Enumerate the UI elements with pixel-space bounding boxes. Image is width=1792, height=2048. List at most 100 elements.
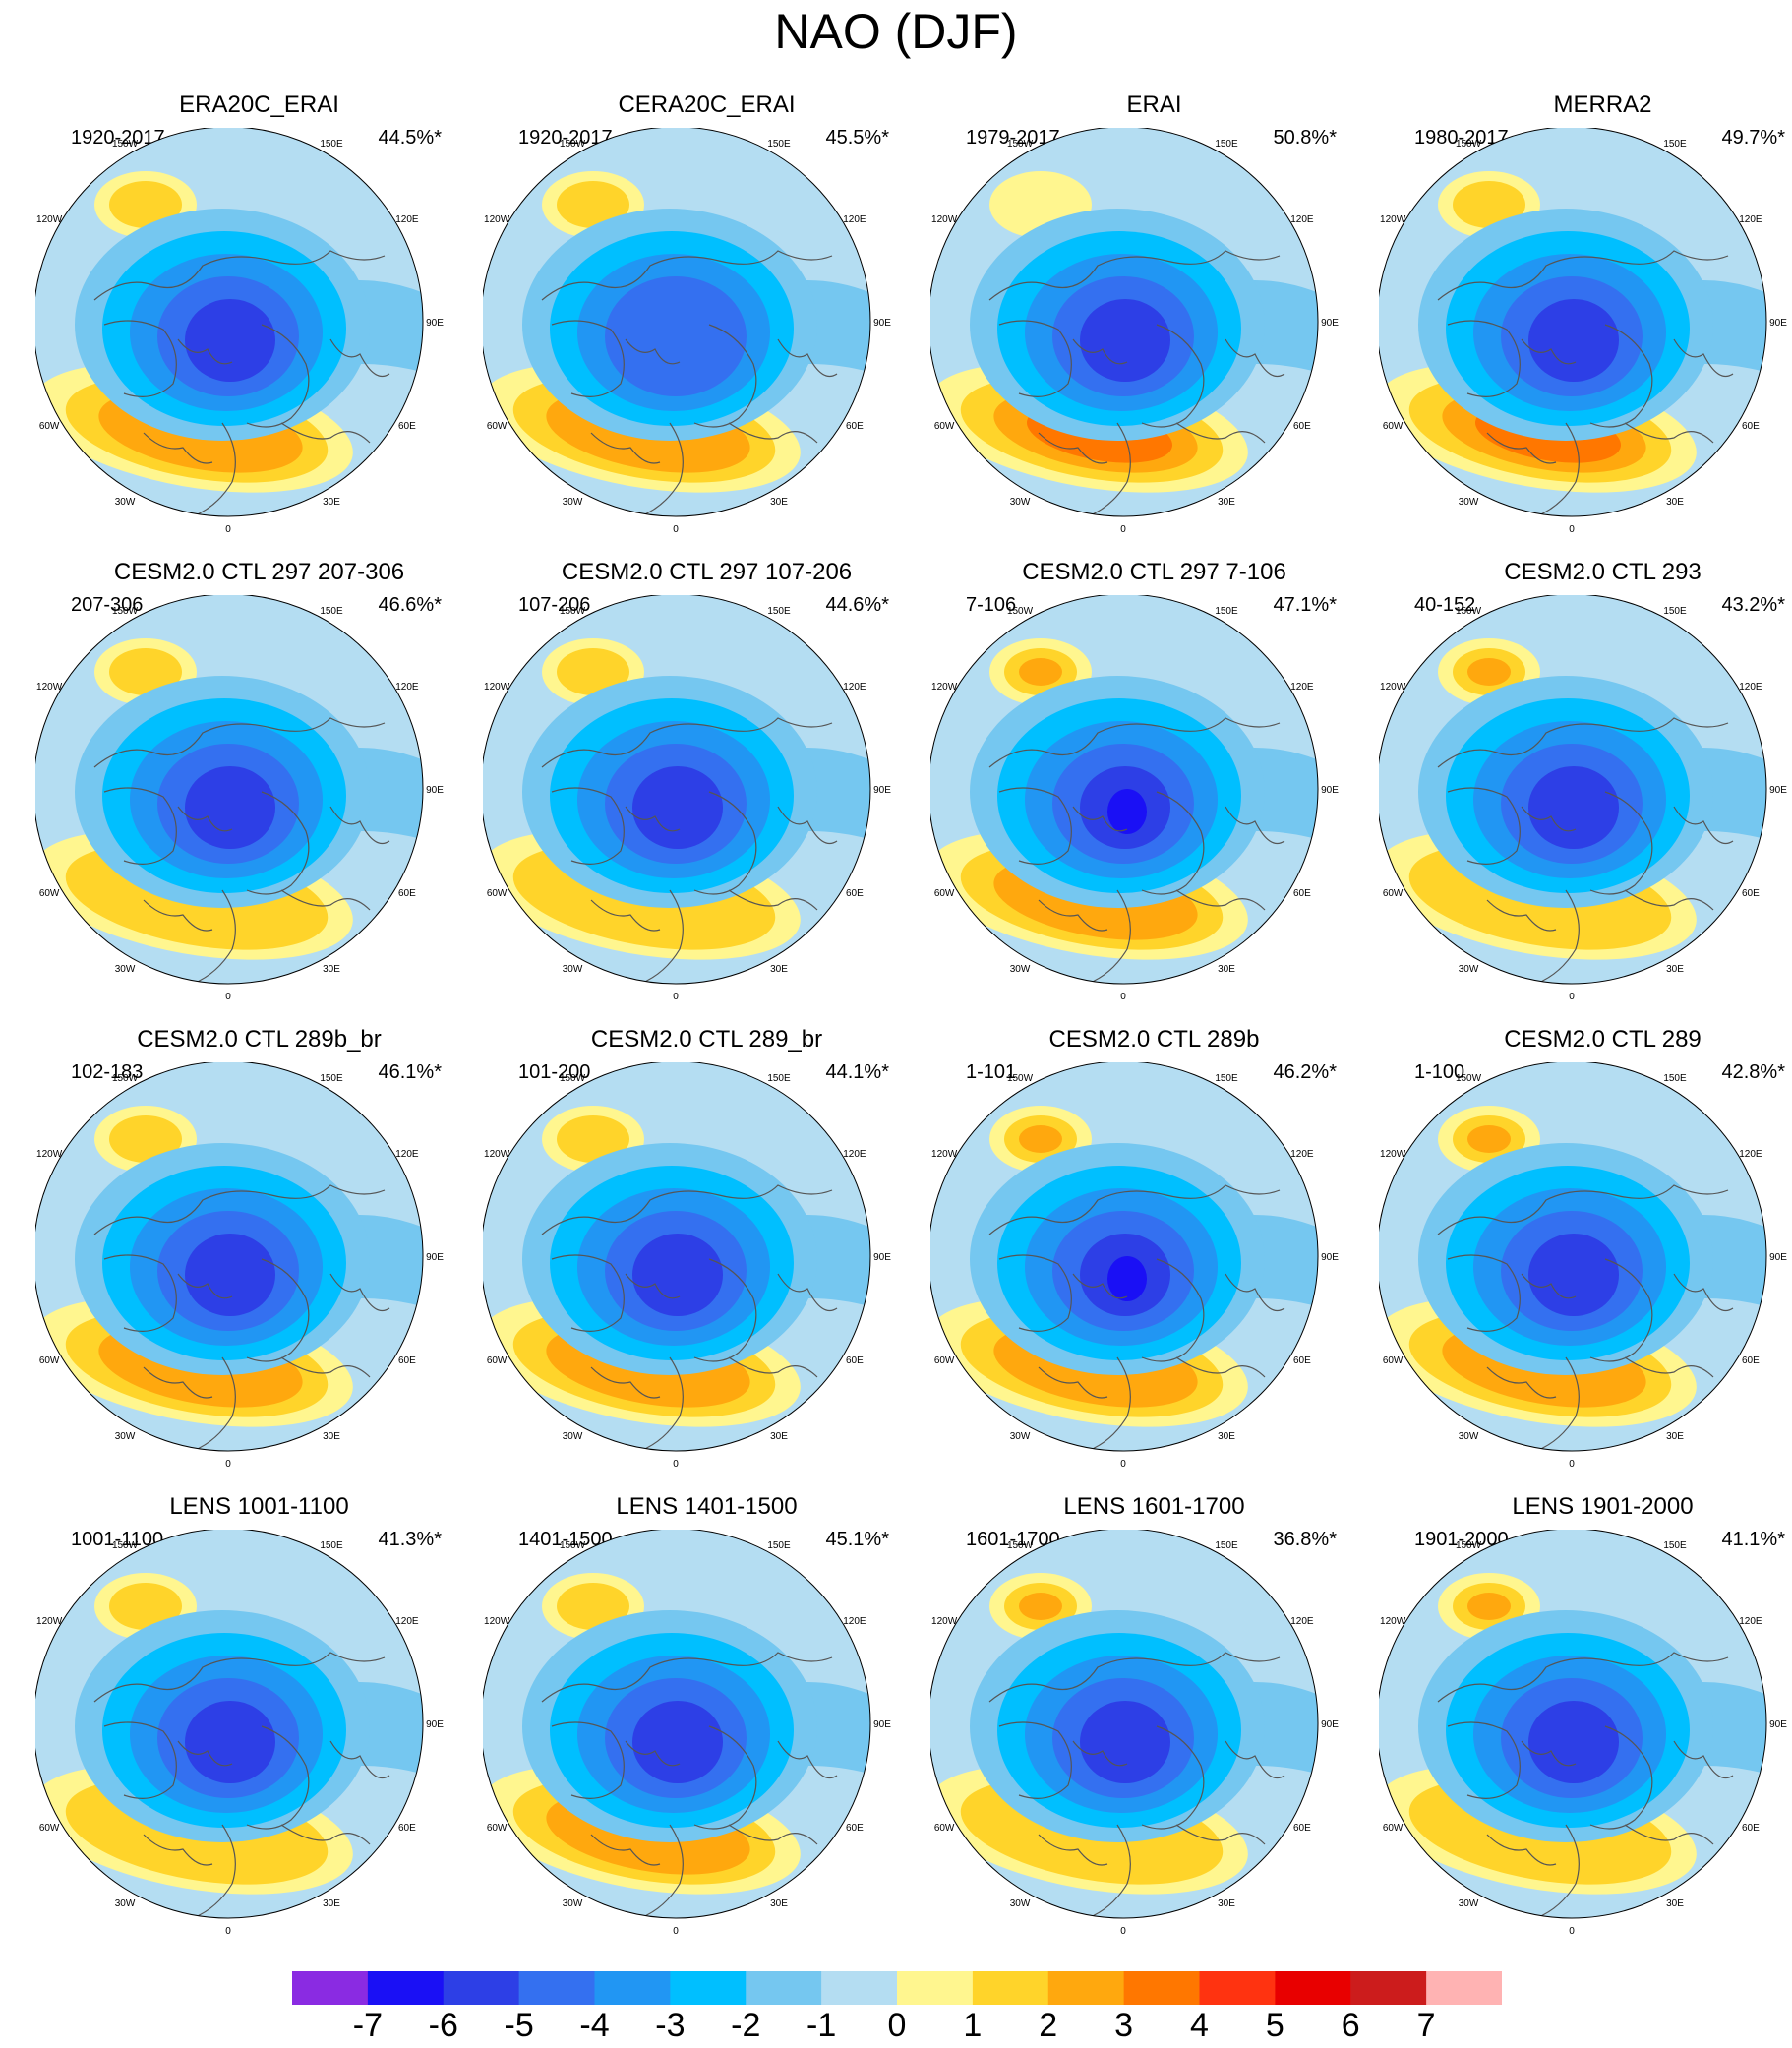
figure-title: NAO (DJF) bbox=[774, 4, 1018, 59]
colorbar-swatch bbox=[594, 1971, 671, 2005]
coastline bbox=[625, 1740, 681, 1767]
longitude-label: 90E bbox=[873, 785, 891, 796]
coastline bbox=[1437, 250, 1729, 301]
map-boundary bbox=[930, 1062, 1319, 1452]
coastline bbox=[1072, 1740, 1128, 1767]
coastline bbox=[998, 1254, 1072, 1332]
coastline bbox=[1486, 1366, 1557, 1399]
longitude-label: 30W bbox=[1459, 1898, 1479, 1909]
longitude-label: 0 bbox=[1569, 992, 1575, 1002]
coastline bbox=[988, 250, 1281, 301]
coastline bbox=[280, 1356, 371, 1378]
coastline bbox=[1535, 422, 1580, 516]
panel-variance-percent: 47.1%* bbox=[1273, 594, 1338, 616]
longitude-label: 30E bbox=[323, 1898, 340, 1909]
longitude-label: 120W bbox=[36, 682, 63, 693]
longitude-label: 30E bbox=[1218, 497, 1235, 508]
longitude-label: 30E bbox=[1666, 964, 1684, 975]
coastline bbox=[551, 1254, 625, 1332]
map-boundary bbox=[1379, 128, 1767, 517]
map-boundary bbox=[1379, 1530, 1767, 1919]
longitude-label: 120E bbox=[1290, 682, 1314, 693]
longitude-label: 120W bbox=[1380, 214, 1406, 225]
colorbar-label: 4 bbox=[1190, 2007, 1209, 2044]
longitude-label: 30E bbox=[1218, 1898, 1235, 1909]
panel-title: CESM2.0 CTL 289b_br bbox=[137, 1026, 382, 1053]
longitude-label: 120W bbox=[931, 682, 958, 693]
colorbar-label: -3 bbox=[655, 2007, 686, 2044]
longitude-label: 150E bbox=[1663, 1540, 1687, 1551]
coastline bbox=[103, 1254, 177, 1332]
pacific-contour bbox=[109, 181, 182, 228]
longitude-label: 30W bbox=[115, 964, 136, 975]
panel-period: 1920-2017 bbox=[518, 127, 613, 149]
map-boundary bbox=[483, 128, 871, 517]
longitude-label: 0 bbox=[1120, 1459, 1126, 1470]
longitude-label: 120E bbox=[395, 214, 419, 225]
longitude-label: 90E bbox=[1321, 1252, 1339, 1263]
coastline bbox=[1072, 338, 1128, 365]
map-panel: CESM2.0 CTL 297 207-306207-30646.6%*1801… bbox=[35, 558, 483, 1025]
coastline bbox=[1087, 889, 1131, 984]
panel-variance-percent: 45.1%* bbox=[825, 1529, 890, 1550]
panel-variance-percent: 46.6%* bbox=[378, 594, 443, 616]
longitude-label: 60W bbox=[934, 421, 955, 432]
panel-period: 1980-2017 bbox=[1414, 127, 1509, 149]
longitude-label: 90E bbox=[426, 1719, 444, 1730]
polar-map: 180150E120E90E60E30E030W60W90W120W150W bbox=[1379, 1062, 1787, 1470]
coastline bbox=[192, 1356, 236, 1451]
coastline bbox=[329, 1273, 390, 1312]
longitude-label: 60W bbox=[934, 888, 955, 899]
colorbar-label: 1 bbox=[963, 2007, 983, 2044]
pacific-contour bbox=[1467, 658, 1511, 686]
longitude-label: 30E bbox=[770, 964, 788, 975]
longitude-label: 150E bbox=[767, 1073, 791, 1084]
map-boundary bbox=[1379, 595, 1767, 985]
polar-map: 180150E120E90E60E30E030W60W90W120W150W bbox=[1379, 595, 1787, 1002]
longitude-label: 30E bbox=[770, 497, 788, 508]
longitude-label: 120E bbox=[1739, 682, 1762, 693]
longitude-label: 60W bbox=[39, 421, 60, 432]
coastline bbox=[728, 889, 818, 911]
longitude-label: 90E bbox=[1321, 318, 1339, 329]
coastline bbox=[177, 806, 233, 832]
polar-map: 180150E120E90E60E30E030W60W90W120W150W bbox=[483, 595, 891, 1002]
panel-variance-percent: 45.5%* bbox=[825, 127, 890, 149]
longitude-label: 60W bbox=[487, 1823, 508, 1834]
longitude-label: 120E bbox=[395, 1149, 419, 1160]
colorbar-label: -5 bbox=[504, 2007, 534, 2044]
longitude-label: 60W bbox=[1383, 1355, 1404, 1366]
coastline bbox=[998, 320, 1072, 397]
longitude-label: 120W bbox=[1380, 1149, 1406, 1160]
colorbar-label: -7 bbox=[352, 2007, 383, 2044]
longitude-label: 60E bbox=[1742, 1823, 1760, 1834]
panel-period: 1920-2017 bbox=[71, 127, 165, 149]
negative-contour bbox=[1080, 299, 1170, 382]
coastline bbox=[143, 1834, 213, 1866]
longitude-label: 120E bbox=[1739, 1616, 1762, 1627]
contour-field bbox=[483, 595, 870, 984]
coastline bbox=[639, 1356, 684, 1451]
coastline bbox=[1447, 1254, 1521, 1332]
longitude-label: 60W bbox=[1383, 421, 1404, 432]
pacific-contour bbox=[109, 648, 182, 695]
longitude-label: 150E bbox=[320, 1540, 343, 1551]
coastline bbox=[1673, 1740, 1734, 1779]
map-boundary bbox=[1379, 1062, 1767, 1452]
longitude-label: 60E bbox=[398, 888, 416, 899]
longitude-label: 60E bbox=[1742, 421, 1760, 432]
contour-field bbox=[483, 128, 870, 516]
panel-period: 107-206 bbox=[518, 594, 591, 616]
coastline bbox=[177, 1273, 233, 1299]
contour-field bbox=[1379, 1530, 1766, 1918]
longitude-label: 90E bbox=[1321, 1719, 1339, 1730]
negative-contour bbox=[1080, 1701, 1170, 1783]
panel-title: MERRA2 bbox=[1553, 91, 1652, 118]
longitude-label: 60E bbox=[846, 1823, 864, 1834]
coastline bbox=[777, 1273, 838, 1312]
pacific-contour bbox=[557, 181, 629, 228]
longitude-label: 60E bbox=[1742, 888, 1760, 899]
coastline bbox=[1175, 889, 1266, 911]
coastline bbox=[1225, 806, 1285, 845]
longitude-label: 30W bbox=[115, 497, 136, 508]
